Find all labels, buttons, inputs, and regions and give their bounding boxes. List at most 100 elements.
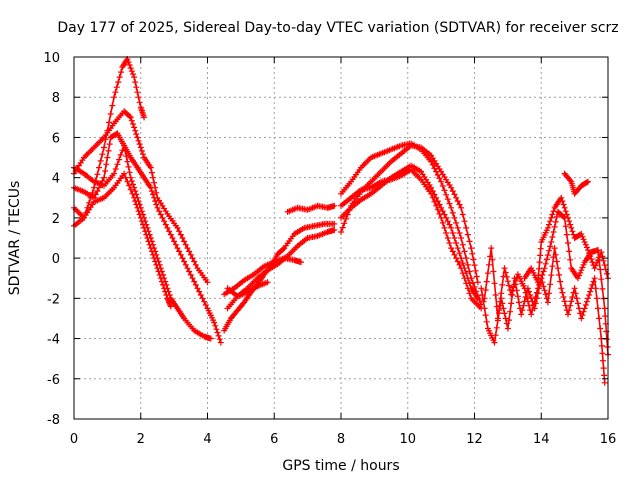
data-point-marker	[468, 245, 475, 252]
data-point-marker	[586, 250, 593, 257]
data-point-marker	[453, 240, 460, 246]
data-point-marker	[439, 208, 446, 215]
data-point-marker	[464, 285, 471, 292]
series-track-2	[71, 108, 211, 286]
data-point-marker	[137, 214, 144, 221]
series-track-4	[71, 130, 214, 342]
data-point-marker	[444, 218, 451, 225]
data-point-marker	[587, 253, 594, 260]
data-point-marker	[528, 311, 535, 318]
data-point-marker	[438, 204, 445, 211]
data-point-marker	[582, 302, 589, 308]
data-point-marker	[97, 157, 104, 164]
data-point-marker	[580, 261, 587, 268]
data-point-marker	[157, 275, 164, 282]
data-point-marker	[494, 315, 501, 322]
data-point-marker	[454, 224, 461, 231]
grid	[74, 57, 608, 419]
data-point-marker	[591, 265, 598, 272]
data-point-marker	[598, 342, 605, 349]
data-point-marker	[194, 285, 201, 292]
data-point-marker	[506, 282, 512, 289]
x-tick-label: 4	[203, 432, 211, 447]
y-tick-label: -4	[47, 333, 60, 348]
data-point-marker	[96, 164, 102, 171]
data-point-marker	[526, 288, 532, 295]
data-point-marker	[552, 218, 559, 225]
data-point-marker	[162, 221, 169, 228]
data-point-marker	[520, 302, 527, 309]
data-point-marker	[464, 231, 471, 238]
data-point-marker	[433, 202, 440, 209]
data-point-marker	[543, 256, 550, 263]
data-point-marker	[532, 294, 539, 300]
data-point-marker	[451, 251, 458, 258]
data-point-marker	[449, 230, 456, 236]
series-track-17	[521, 194, 611, 286]
y-tick-label: 0	[52, 252, 60, 267]
x-tick-label: 8	[337, 432, 345, 447]
data-point-marker	[428, 158, 435, 165]
data-point-marker	[547, 218, 554, 225]
data-point-marker	[491, 339, 498, 346]
data-point-marker	[548, 272, 555, 279]
data-point-marker	[459, 260, 466, 267]
data-point-marker	[112, 166, 119, 172]
data-point-marker	[544, 299, 551, 306]
data-point-marker	[96, 184, 102, 191]
data-point-marker	[510, 284, 517, 291]
data-point-marker	[106, 141, 113, 148]
data-point-marker	[138, 218, 145, 225]
data-point-marker	[470, 256, 477, 263]
data-point-marker	[137, 144, 144, 151]
data-point-marker	[160, 281, 166, 288]
data-point-marker	[604, 343, 611, 350]
data-point-marker	[558, 194, 565, 201]
data-point-marker	[157, 211, 164, 218]
data-point-marker	[126, 182, 133, 189]
data-point-marker	[466, 238, 473, 245]
data-point-marker	[153, 189, 160, 196]
data-point-marker	[582, 241, 589, 248]
data-point-marker	[464, 261, 471, 268]
y-tick-label: 8	[52, 91, 60, 106]
data-point-marker	[449, 209, 456, 216]
data-point-marker	[601, 372, 608, 379]
data-point-marker	[153, 261, 160, 268]
data-point-marker	[86, 199, 92, 206]
data-point-marker	[536, 281, 542, 288]
data-point-marker	[436, 201, 443, 208]
data-point-marker	[565, 214, 571, 221]
data-point-marker	[580, 308, 587, 315]
data-point-marker	[97, 181, 104, 188]
data-point-marker	[448, 184, 455, 191]
data-point-marker	[531, 298, 538, 305]
data-point-marker	[99, 178, 106, 184]
data-point-marker	[118, 69, 124, 76]
series-track-8	[221, 255, 304, 298]
data-point-marker	[451, 214, 458, 221]
data-point-marker	[491, 280, 498, 287]
data-point-marker	[127, 114, 134, 121]
data-point-marker	[339, 224, 346, 231]
data-point-marker	[575, 300, 581, 307]
x-tick-label: 2	[137, 432, 145, 447]
data-point-marker	[458, 235, 465, 241]
data-point-marker	[134, 204, 141, 211]
data-point-marker	[503, 273, 510, 280]
data-point-marker	[541, 265, 548, 272]
data-point-marker	[521, 285, 528, 292]
data-point-marker	[454, 198, 461, 205]
data-point-marker	[177, 251, 184, 258]
data-point-marker	[459, 270, 466, 277]
data-point-marker	[534, 279, 541, 286]
data-point-marker	[599, 350, 606, 357]
data-point-marker	[541, 287, 548, 294]
data-point-marker	[533, 289, 540, 296]
data-point-marker	[461, 275, 468, 282]
data-point-marker	[527, 292, 534, 298]
data-point-marker	[600, 257, 607, 264]
data-point-marker	[469, 250, 476, 257]
data-point-marker	[431, 198, 438, 205]
data-point-marker	[506, 317, 512, 324]
